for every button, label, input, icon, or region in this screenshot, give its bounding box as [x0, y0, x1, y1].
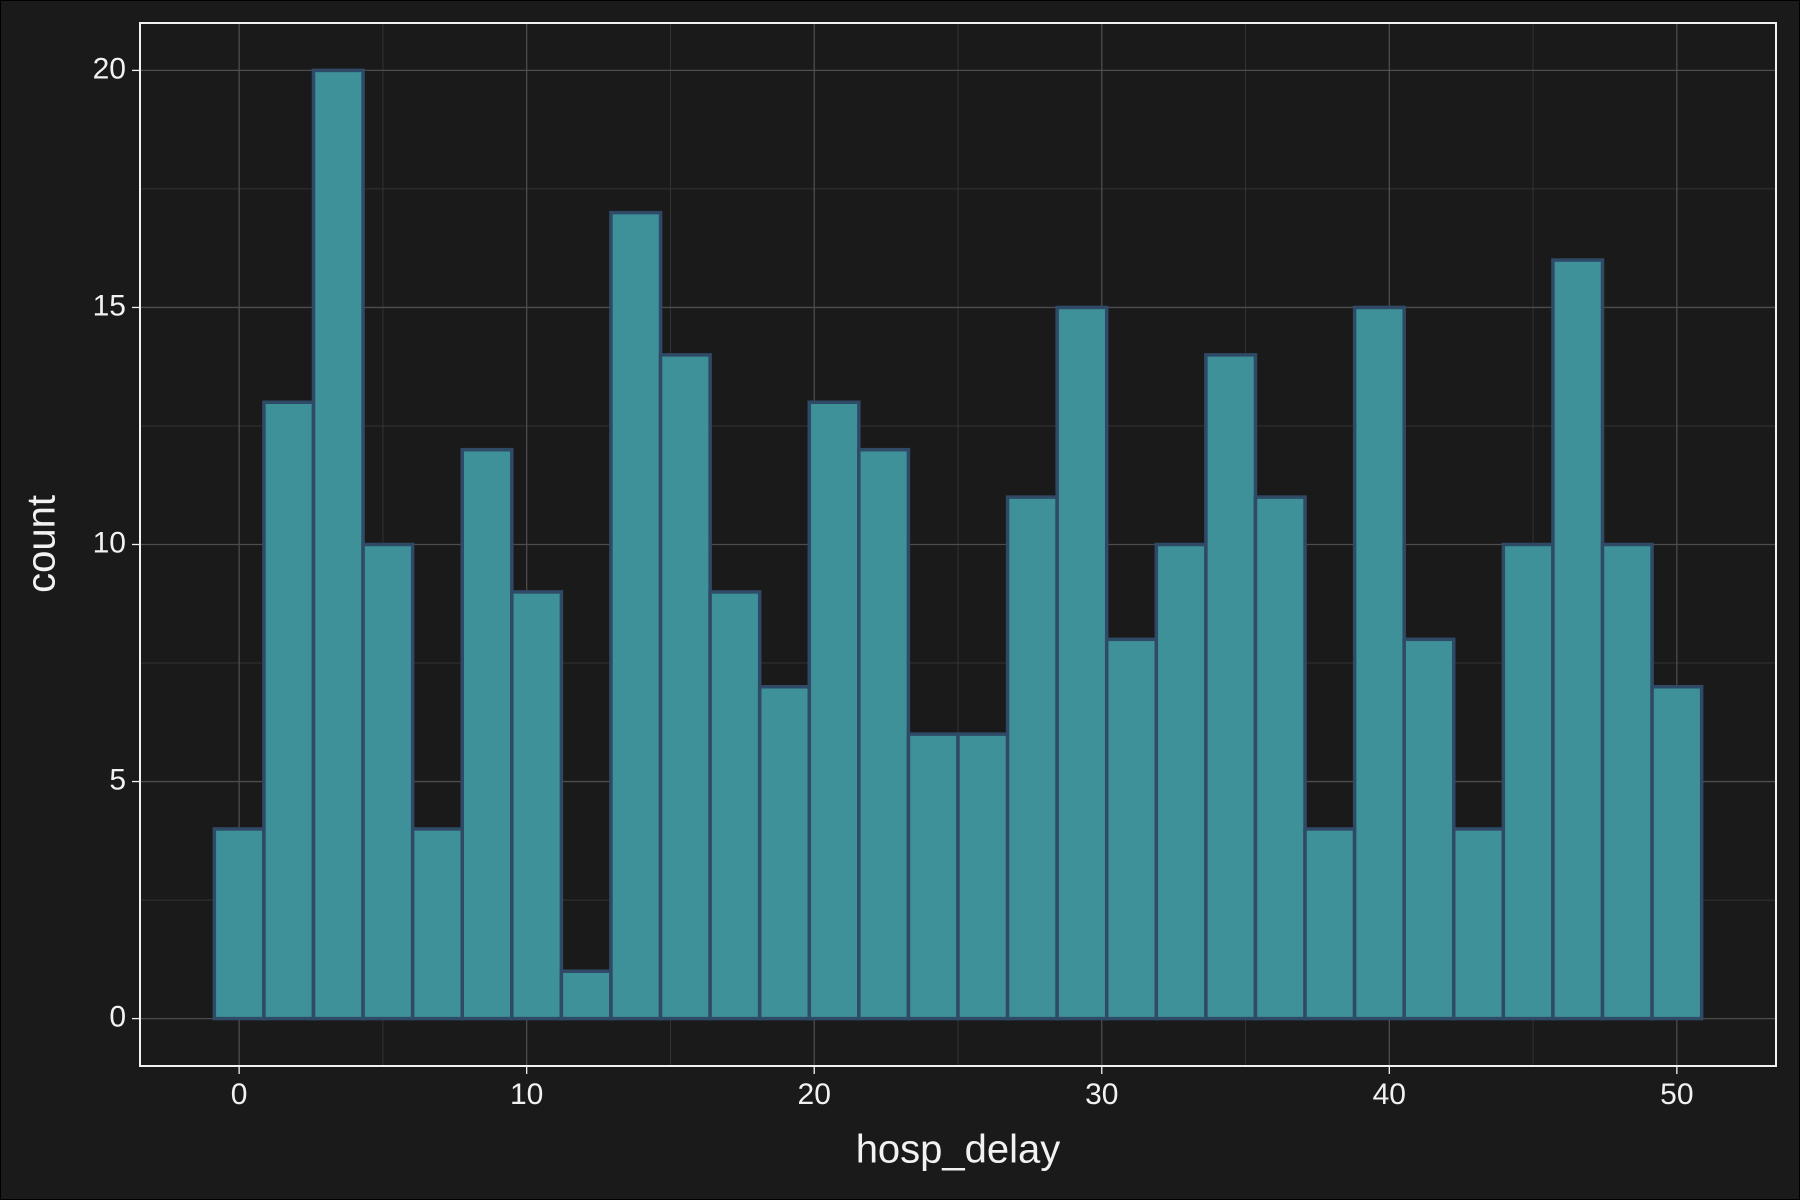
x-tick-label: 40 — [1373, 1078, 1406, 1111]
y-tick-label: 10 — [93, 526, 126, 559]
bar — [1005, 495, 1059, 1021]
bar — [1055, 305, 1109, 1021]
bar — [1154, 542, 1208, 1021]
panel-border — [139, 22, 1777, 1067]
bar — [1104, 637, 1159, 1021]
x-tick-label: 0 — [231, 1078, 248, 1111]
x-tick-label: 30 — [1085, 1078, 1118, 1111]
y-tick-label: 5 — [109, 763, 126, 796]
bar — [757, 684, 812, 1021]
bar — [658, 353, 712, 1021]
bar — [1551, 258, 1605, 1021]
bar — [1303, 827, 1357, 1021]
y-tick-label: 0 — [109, 1001, 126, 1034]
bar — [1402, 637, 1456, 1021]
bar — [708, 590, 762, 1021]
bar — [1501, 542, 1555, 1021]
bar — [1650, 684, 1704, 1021]
y-axis-title: count — [20, 495, 64, 593]
x-tick-label: 50 — [1660, 1078, 1693, 1111]
bar — [906, 732, 960, 1021]
x-axis-title: hosp_delay — [856, 1128, 1061, 1172]
bar — [1452, 827, 1506, 1021]
bar — [510, 590, 564, 1021]
bar — [311, 68, 365, 1021]
bar — [361, 542, 415, 1021]
bar — [410, 827, 464, 1021]
bar — [857, 447, 911, 1021]
bar — [1253, 495, 1307, 1021]
bar — [1352, 305, 1406, 1021]
bar — [609, 210, 663, 1021]
bar — [262, 400, 316, 1021]
x-tick-label: 10 — [510, 1078, 543, 1111]
x-tick-label: 20 — [798, 1078, 831, 1111]
y-tick-label: 15 — [93, 289, 126, 322]
bar — [212, 827, 266, 1021]
bar — [1600, 542, 1654, 1021]
bar — [559, 969, 613, 1021]
bar — [956, 732, 1010, 1021]
bar — [460, 447, 514, 1021]
bar — [807, 400, 861, 1021]
bar — [1204, 353, 1258, 1021]
y-tick-label: 20 — [93, 52, 126, 85]
